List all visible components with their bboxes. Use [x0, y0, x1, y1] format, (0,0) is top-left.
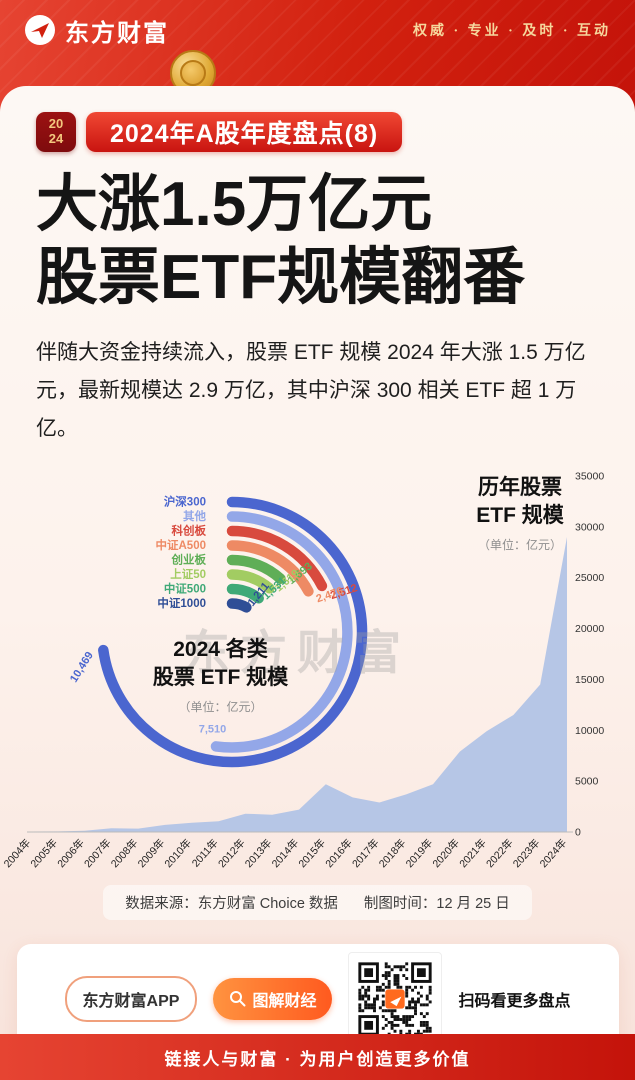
header-slogan: 权威 · 专业 · 及时 · 互动	[412, 24, 611, 39]
header-bar: 东方财富 权威 · 专业 · 及时 · 互动	[0, 0, 635, 60]
content-card: 20 24 2024年A股年度盘点(8) 大涨1.5万亿元 股票ETF规模翻番 …	[0, 86, 635, 1054]
qr-code	[348, 951, 443, 1046]
chart-time-text: 制图时间：12 月 25 日	[363, 895, 510, 912]
svg-text:2013年: 2013年	[242, 836, 274, 870]
svg-text:10000: 10000	[575, 725, 604, 737]
svg-text:科创板: 科创板	[172, 523, 207, 537]
chart-canvas: 0 5000 10000 15000 20000 25000 30000 35000 2004年…	[1, 470, 604, 870]
brand-logo: 东方财富	[24, 13, 169, 48]
svg-text:2012年: 2012年	[215, 836, 247, 870]
gold-medal-inner	[180, 60, 206, 86]
svg-text:0: 0	[575, 826, 581, 838]
cta-button-label: 图解财经	[252, 992, 317, 1010]
area-chart-title: 历年股票 ETF 规模 （单位：亿元）	[445, 474, 595, 554]
svg-text:5000: 5000	[575, 775, 599, 787]
year-chip: 20 24	[36, 112, 76, 152]
svg-text:2007年: 2007年	[81, 836, 113, 870]
svg-text:2017年: 2017年	[349, 836, 381, 870]
svg-text:2018年: 2018年	[376, 836, 408, 870]
series-badge-title: 2024年A股年度盘点(8)	[86, 112, 403, 152]
svg-text:10,469: 10,469	[68, 649, 96, 684]
svg-text:35000: 35000	[575, 470, 604, 482]
svg-text:2010年: 2010年	[162, 836, 194, 870]
svg-text:7,510: 7,510	[199, 723, 227, 735]
svg-text:2015年: 2015年	[296, 836, 328, 870]
svg-text:上证50: 上证50	[170, 567, 206, 581]
svg-text:沪深300: 沪深300	[164, 494, 206, 508]
svg-text:2024年: 2024年	[537, 836, 569, 870]
radial-title-line2: 股票 ETF 规模	[152, 666, 289, 690]
svg-text:2020年: 2020年	[430, 836, 462, 870]
chart-area: 0 5000 10000 15000 20000 25000 30000 35000 2004年…	[1, 464, 620, 870]
qr-caption: 扫码看更多盘点	[458, 992, 571, 1010]
area-title-line1: 历年股票	[478, 475, 562, 499]
svg-text:2005年: 2005年	[28, 836, 60, 870]
data-source-row: 数据来源：东方财富 Choice 数据 制图时间：12 月 25 日	[103, 884, 532, 920]
radial-chart-unit: （单位：亿元）	[178, 700, 263, 715]
qr-code-canvas	[352, 955, 439, 1042]
svg-text:2022年: 2022年	[483, 836, 515, 870]
svg-text:2008年: 2008年	[108, 836, 140, 870]
area-chart-unit: （单位：亿元）	[477, 538, 562, 553]
radial-title-line1: 2024 各类	[173, 637, 268, 661]
svg-text:创业板: 创业板	[171, 552, 207, 566]
svg-text:2014年: 2014年	[269, 836, 301, 870]
magnifier-icon	[230, 991, 246, 1007]
svg-text:其他: 其他	[183, 509, 206, 523]
svg-text:20000: 20000	[575, 623, 604, 635]
cta-button[interactable]: 图解财经	[213, 977, 333, 1020]
svg-text:25000: 25000	[575, 572, 604, 584]
series-badge: 20 24 2024年A股年度盘点(8)	[36, 112, 635, 152]
svg-text:2016年: 2016年	[323, 836, 355, 870]
year-chip-bottom: 24	[48, 131, 64, 146]
svg-text:15000: 15000	[575, 674, 604, 686]
svg-text:2023年: 2023年	[510, 836, 542, 870]
headline-line2: 股票ETF规模翻番	[36, 243, 526, 313]
svg-text:中证1000: 中证1000	[157, 596, 206, 610]
radial-chart-title: 2024 各类 股票 ETF 规模 （单位：亿元）	[123, 636, 318, 716]
bottom-slogan-bar: 链接人与财富 · 为用户创造更多价值	[0, 1034, 635, 1080]
app-label-pill[interactable]: 东方财富APP	[64, 975, 198, 1022]
headline-line1: 大涨1.5万亿元	[36, 170, 433, 239]
year-chip-top: 20	[48, 116, 64, 132]
eastmoney-logo-icon	[25, 15, 55, 45]
page-title: 大涨1.5万亿元 股票ETF规模翻番	[36, 168, 635, 314]
svg-text:2019年: 2019年	[403, 836, 435, 870]
svg-text:2021年: 2021年	[457, 836, 489, 870]
svg-text:中证A500: 中证A500	[156, 538, 207, 552]
svg-text:30000: 30000	[575, 521, 604, 533]
intro-paragraph: 伴随大资金持续流入，股票 ETF 规模 2024 年大涨 1.5 万亿元，最新规…	[36, 341, 586, 440]
svg-text:2004年: 2004年	[1, 836, 33, 870]
area-title-line2: ETF 规模	[476, 504, 564, 528]
brand-name: 东方财富	[65, 19, 169, 47]
svg-text:2006年: 2006年	[55, 836, 87, 870]
data-source-text: 数据来源：东方财富 Choice 数据	[125, 895, 338, 912]
svg-text:2011年: 2011年	[189, 836, 221, 869]
svg-text:中证500: 中证500	[164, 581, 206, 595]
svg-text:2009年: 2009年	[135, 836, 167, 870]
